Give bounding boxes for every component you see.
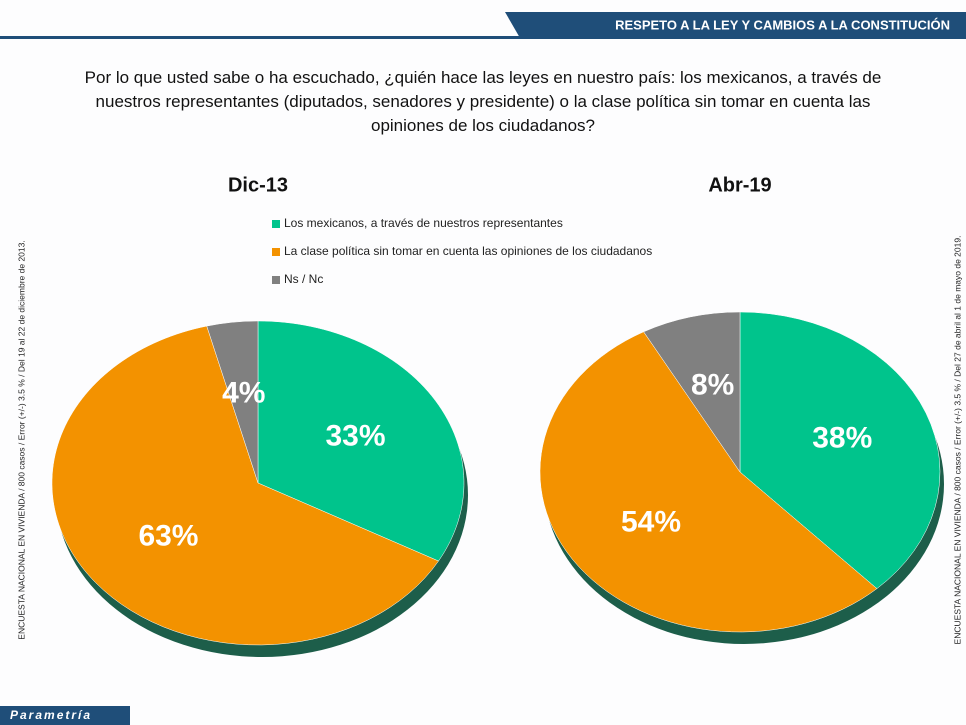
chart-title: Abr-19 (708, 174, 771, 196)
legend-swatch (272, 220, 280, 228)
data-label: 38% (812, 422, 872, 455)
pie-slice (51, 325, 439, 646)
header-title: RESPETO A LA LEY Y CAMBIOS A LA CONSTITU… (615, 17, 950, 32)
header-bar (505, 12, 966, 38)
pie-slice (739, 311, 941, 589)
note-right: ENCUESTA NACIONAL EN VIVIENDA / 800 caso… (952, 236, 962, 645)
legend-swatch (272, 248, 280, 256)
legend-label: Los mexicanos, a través de nuestros repr… (284, 216, 563, 230)
legend-label: Ns / Nc (284, 272, 323, 286)
pie-slice (257, 320, 465, 562)
data-label: 54% (621, 506, 681, 539)
data-label: 63% (138, 520, 198, 553)
brand-box (0, 706, 130, 725)
legend-swatch (272, 276, 280, 284)
data-label: 8% (691, 369, 734, 402)
chart-title: Dic-13 (228, 174, 288, 196)
data-label: 4% (222, 377, 265, 410)
pie-slice (539, 331, 878, 633)
pie-slice (643, 311, 741, 473)
header-rule (0, 36, 966, 39)
note-left: ENCUESTA NACIONAL EN VIVIENDA / 800 caso… (16, 240, 26, 639)
data-label: 33% (325, 420, 385, 453)
brand: Parametría (10, 708, 92, 722)
pie-slice (206, 320, 259, 484)
question: Por lo que usted sabe o ha escuchado, ¿q… (84, 68, 882, 135)
legend-label: La clase política sin tomar en cuenta la… (284, 244, 652, 258)
